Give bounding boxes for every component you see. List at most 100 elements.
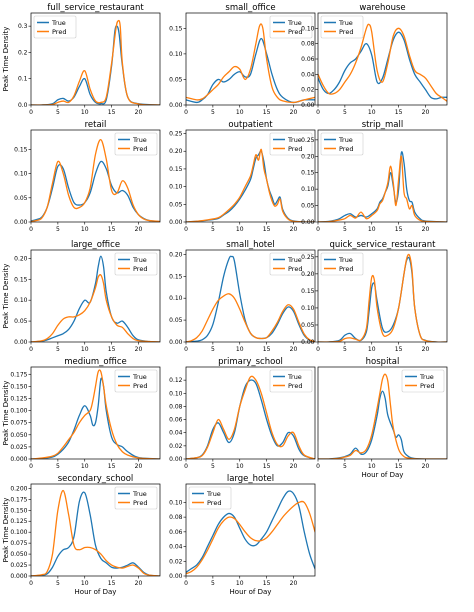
y-tick-label: 0.200 [10,485,27,492]
y-tick-label: 0.06 [301,56,315,63]
x-tick-label: 15 [108,226,116,233]
chart-panel-full_service_restaurant: full_service_restaurant 0 5 10 15 20 0.0 0.1 0.2… [2,3,161,116]
plot-frame [30,483,161,577]
legend-label-true: True [51,19,66,27]
y-tick-label: 0.10 [301,305,315,312]
plot-frame [185,483,316,577]
series-line-pred [186,375,315,459]
y-tick-label: 0.05 [301,322,315,329]
panel-title: primary_school [218,357,283,367]
series-line-pred [186,293,315,342]
y-tick-label: 0.1 [18,76,28,83]
x-tick-label: 20 [422,226,430,233]
legend-label-true: True [338,256,353,264]
panel-title: medium_office [64,357,127,367]
y-tick-label: 0.00 [169,102,183,109]
x-tick-label: 5 [56,463,60,470]
legend-label-pred: Pred [133,499,147,507]
series-line-true [31,160,160,222]
y-tick-label: 0.06 [169,417,183,424]
legend-label-true: True [132,136,147,144]
plot-frame [317,366,448,460]
x-tick-label: 20 [290,580,298,587]
legend-label-pred: Pred [339,265,353,273]
y-tick-label: 0.10 [301,25,315,32]
panel-title: quick_service_restaurant [329,240,436,250]
x-tick-label: 5 [211,346,215,353]
y-tick-label: 0.04 [169,544,183,551]
series-line-pred [31,369,160,459]
y-axis-label: Peak Time Density [2,381,10,446]
series-line-pred [31,19,160,105]
panel-title: warehouse [359,3,405,13]
x-tick-label: 15 [263,346,271,353]
legend-label-pred: Pred [288,145,302,153]
y-tick-label: 0.08 [169,403,183,410]
x-tick-label: 0 [29,580,33,587]
x-tick-label: 20 [135,463,143,470]
y-tick-label: 0.15 [14,276,28,283]
plot-frame [30,12,161,106]
x-tick-label: 15 [395,346,403,353]
x-tick-label: 10 [236,109,244,116]
y-tick-label: 0.05 [169,317,183,324]
legend-label-true: True [287,136,302,144]
series-line-pred [318,155,447,222]
y-tick-label: 0.075 [10,540,27,547]
y-tick-label: 0.20 [301,271,315,278]
x-tick-label: 20 [422,109,430,116]
x-tick-label: 10 [368,463,376,470]
panel-title: secondary_school [58,474,134,484]
series-line-true [186,379,315,459]
legend-label-true: True [287,19,302,27]
x-axis-label: Hour of Day [362,471,404,479]
legend-label-pred: Pred [339,28,353,36]
x-tick-label: 0 [316,463,320,470]
y-tick-label: 0.15 [301,288,315,295]
plot-frame [185,129,316,223]
legend-label-pred: Pred [339,145,353,153]
x-tick-label: 20 [135,346,143,353]
y-tick-label: 0.00 [14,339,28,346]
x-tick-label: 0 [184,463,188,470]
y-tick-label: 0.02 [169,443,183,450]
y-tick-label: 0.025 [10,562,27,569]
y-tick-label: 0.02 [301,87,315,94]
y-tick-label: 0.10 [169,51,183,58]
legend-label-pred: Pred [420,382,434,390]
panel-title: small_hotel [226,240,274,250]
y-tick-label: 0.04 [301,71,315,78]
y-tick-label: 0.15 [301,170,315,177]
x-axis-label: Hour of Day [75,588,117,596]
x-tick-label: 10 [236,346,244,353]
x-tick-label: 10 [81,463,89,470]
series-line-pred [31,489,160,576]
y-tick-label: 0.15 [169,25,183,32]
y-tick-label: 0.2 [18,49,28,56]
x-tick-label: 15 [108,580,116,587]
series-line-pred [186,23,315,104]
y-tick-label: 0.125 [10,518,27,525]
x-tick-label: 15 [263,463,271,470]
chart-panel-warehouse: warehouse 0 5 10 15 20 0.00 0.02 0.04 0.06 0.08 0.1… [301,3,448,116]
x-tick-label: 0 [29,109,33,116]
y-tick-label: 0.10 [301,186,315,193]
y-tick-label: 0.10 [14,297,28,304]
series-line-true [186,37,315,104]
x-tick-label: 5 [343,463,347,470]
x-tick-label: 10 [81,346,89,353]
x-tick-label: 20 [290,226,298,233]
y-tick-label: 0.150 [10,383,27,390]
legend-label-pred: Pred [207,499,221,507]
